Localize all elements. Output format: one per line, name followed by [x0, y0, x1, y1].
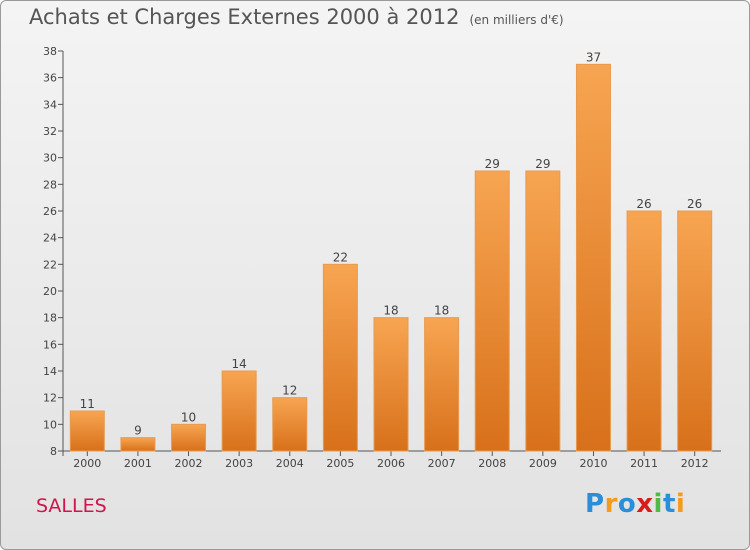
bar-value-label: 29: [535, 157, 550, 171]
bar: [575, 63, 611, 452]
logo-letter: t: [662, 489, 676, 519]
y-tick-label: 36: [43, 72, 57, 85]
y-tick-label: 28: [43, 178, 57, 191]
logo-letter: r: [604, 489, 618, 519]
bar-value-label: 11: [80, 397, 95, 411]
y-tick-label: 34: [43, 98, 57, 111]
logo-letter: x: [636, 489, 654, 519]
bar: [322, 263, 358, 452]
bar-value-label: 10: [181, 410, 196, 424]
bar-value-label: 18: [434, 304, 449, 318]
bar-value-label: 12: [282, 384, 297, 398]
commune-name: SALLES: [36, 495, 107, 517]
y-tick-label: 38: [43, 45, 57, 58]
chart-title: Achats et Charges Externes 2000 à 2012 (e…: [29, 5, 564, 29]
bar: [171, 423, 207, 452]
proxiti-logo: Proxiti: [585, 489, 685, 519]
bar: [525, 170, 561, 452]
y-tick-label: 20: [43, 285, 57, 298]
x-tick-label: 2009: [529, 457, 557, 470]
bar-value-label: 18: [383, 304, 398, 318]
logo-letter: P: [585, 489, 605, 519]
x-tick-label: 2000: [73, 457, 101, 470]
y-tick-label: 10: [43, 418, 57, 431]
x-tick-label: 2008: [478, 457, 506, 470]
y-tick-label: 26: [43, 205, 57, 218]
x-tick-label: 2011: [630, 457, 658, 470]
bar: [373, 317, 409, 452]
x-tick-label: 2010: [579, 457, 607, 470]
y-tick-label: 18: [43, 312, 57, 325]
bar: [221, 370, 257, 452]
bar-value-label: 26: [636, 197, 651, 211]
bar-value-label: 26: [687, 197, 702, 211]
x-tick-label: 2007: [428, 457, 456, 470]
x-tick-label: 2012: [681, 457, 709, 470]
bar: [120, 437, 156, 452]
bar: [677, 210, 713, 452]
y-tick-label: 24: [43, 232, 57, 245]
logo-letter: i: [653, 489, 663, 519]
bar-value-label: 14: [232, 357, 247, 371]
y-tick-label: 32: [43, 125, 57, 138]
y-tick-label: 22: [43, 258, 57, 271]
bar: [69, 410, 105, 452]
bar-value-label: 9: [134, 424, 142, 438]
logo-letter: o: [617, 489, 637, 519]
bar: [626, 210, 662, 452]
x-tick-label: 2005: [326, 457, 354, 470]
logo-letter: i: [675, 489, 686, 519]
y-tick-label: 14: [43, 365, 57, 378]
y-tick-label: 12: [43, 392, 57, 405]
bar: [474, 170, 510, 452]
bar-value-label: 29: [485, 157, 500, 171]
x-tick-label: 2006: [377, 457, 405, 470]
bar: [272, 397, 308, 452]
chart-title-main: Achats et Charges Externes 2000 à 2012: [29, 5, 460, 29]
y-tick-label: 16: [43, 338, 57, 351]
x-tick-label: 2003: [225, 457, 253, 470]
y-tick-label: 30: [43, 152, 57, 165]
bar-value-label: 37: [586, 50, 601, 64]
bar: [424, 317, 460, 452]
x-tick-label: 2004: [276, 457, 304, 470]
y-tick-label: 8: [50, 445, 57, 458]
chart-subtitle: (en milliers d'€): [469, 13, 564, 27]
x-tick-label: 2002: [175, 457, 203, 470]
x-tick-label: 2001: [124, 457, 152, 470]
bar-value-label: 22: [333, 250, 348, 264]
